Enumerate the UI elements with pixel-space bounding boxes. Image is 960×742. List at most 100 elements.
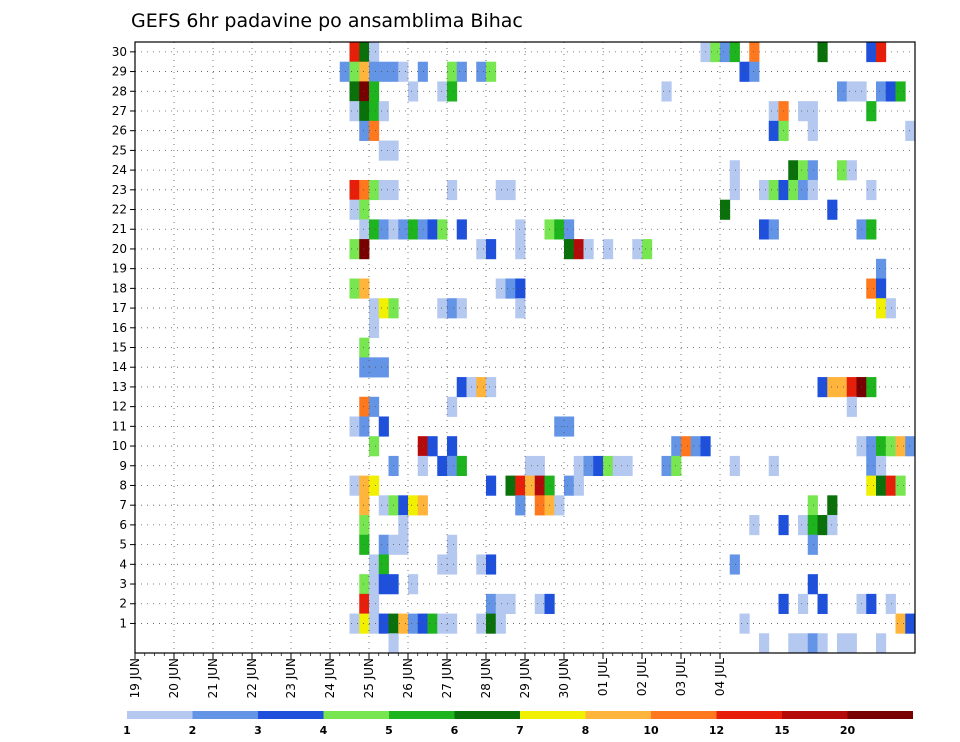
precip-cell (729, 160, 740, 181)
precip-cell (369, 219, 380, 240)
y-tick-label: 6 (119, 518, 127, 532)
precip-cell (349, 81, 360, 102)
precip-cell (573, 239, 584, 260)
x-tick-label: 19 JUN (128, 658, 142, 698)
precip-cell (369, 298, 380, 319)
legend-swatch (520, 711, 586, 719)
precip-cell (807, 101, 818, 122)
precip-cell (369, 120, 380, 141)
precip-cell (427, 436, 438, 457)
precip-cell (359, 120, 370, 141)
precip-cell (876, 633, 887, 654)
precip-cell (369, 101, 380, 122)
precip-cell (554, 495, 565, 516)
precip-cell (846, 396, 857, 417)
y-tick-label: 15 (112, 341, 127, 355)
x-tick-label: 24 JUN (323, 658, 337, 698)
precip-cell (866, 475, 877, 496)
x-tick-label: 02 JUL (635, 658, 649, 696)
precip-cell (378, 357, 389, 378)
precip-cell (486, 61, 497, 82)
precip-cell (593, 455, 604, 477)
legend-swatch (651, 711, 717, 719)
precip-cell (349, 239, 360, 260)
y-tick-label: 4 (119, 557, 127, 571)
precip-cell (876, 42, 887, 63)
precip-cell (378, 61, 389, 82)
precip-cell (369, 81, 380, 102)
precip-cell (671, 436, 682, 457)
precip-cell (642, 239, 653, 260)
precip-cell (408, 613, 419, 634)
precip-cell (525, 475, 536, 496)
y-tick-label: 16 (112, 321, 127, 335)
y-tick-label: 30 (112, 45, 127, 59)
precip-cell (612, 455, 623, 477)
y-tick-label: 26 (112, 124, 127, 138)
legend-swatch (585, 711, 651, 719)
precip-cell (876, 278, 887, 299)
precip-cell (564, 475, 575, 496)
precip-cell (359, 613, 370, 634)
precip-cell (369, 317, 380, 339)
precip-cell (866, 593, 877, 614)
precip-cell (349, 61, 360, 82)
x-tick-label: 21 JUN (206, 658, 220, 698)
precip-cell (564, 239, 575, 260)
precip-cell (359, 593, 370, 614)
precip-cell (885, 436, 896, 457)
precip-cell (476, 61, 487, 82)
precip-cell (807, 534, 818, 555)
precip-cell (359, 81, 370, 102)
precip-cell (583, 239, 594, 260)
precip-cell (437, 298, 448, 319)
y-tick-label: 3 (119, 577, 127, 591)
precip-cell (427, 613, 438, 634)
precip-cell (564, 219, 575, 240)
precip-cell (456, 61, 467, 82)
precip-cell (417, 436, 428, 457)
precip-cell (408, 81, 419, 102)
precip-cell (661, 81, 672, 102)
precip-cell (681, 436, 692, 457)
x-tick-label: 30 JUN (557, 658, 571, 698)
x-tick-label: 03 JUL (674, 658, 688, 696)
precip-cell (437, 613, 448, 634)
precip-cell (895, 475, 906, 496)
precip-cell (495, 179, 506, 201)
precip-cell (661, 455, 672, 477)
precip-cell (486, 475, 497, 496)
precip-cell (359, 219, 370, 240)
precip-cell (876, 475, 887, 496)
precip-cell (378, 179, 389, 201)
legend-swatch (323, 711, 389, 719)
precip-cell (369, 574, 380, 595)
precip-cell (885, 475, 896, 496)
precip-cell (768, 101, 779, 122)
precip-cell (359, 515, 370, 536)
precip-cell (378, 298, 389, 319)
precip-cell (359, 239, 370, 260)
precip-cell (456, 219, 467, 240)
precip-cell (632, 239, 643, 260)
precip-cell (876, 258, 887, 279)
precip-cell (749, 515, 760, 536)
precip-cell (486, 554, 497, 575)
x-tick-label: 22 JUN (245, 658, 259, 698)
precip-cell (515, 475, 526, 496)
precip-cell (447, 396, 458, 417)
precip-cell (378, 554, 389, 575)
y-tick-label: 19 (112, 262, 127, 276)
precip-cell (768, 219, 779, 240)
precip-cell (505, 179, 516, 201)
precip-cell (398, 613, 409, 634)
precip-cell (369, 554, 380, 575)
precip-cell (690, 436, 701, 457)
precip-cell (603, 239, 614, 260)
precip-cell (378, 613, 389, 634)
legend-label: 12 (709, 724, 724, 737)
legend-swatch (389, 711, 455, 719)
legend-label: 15 (774, 724, 789, 737)
y-tick-label: 10 (112, 439, 127, 453)
precip-cell (876, 81, 887, 102)
